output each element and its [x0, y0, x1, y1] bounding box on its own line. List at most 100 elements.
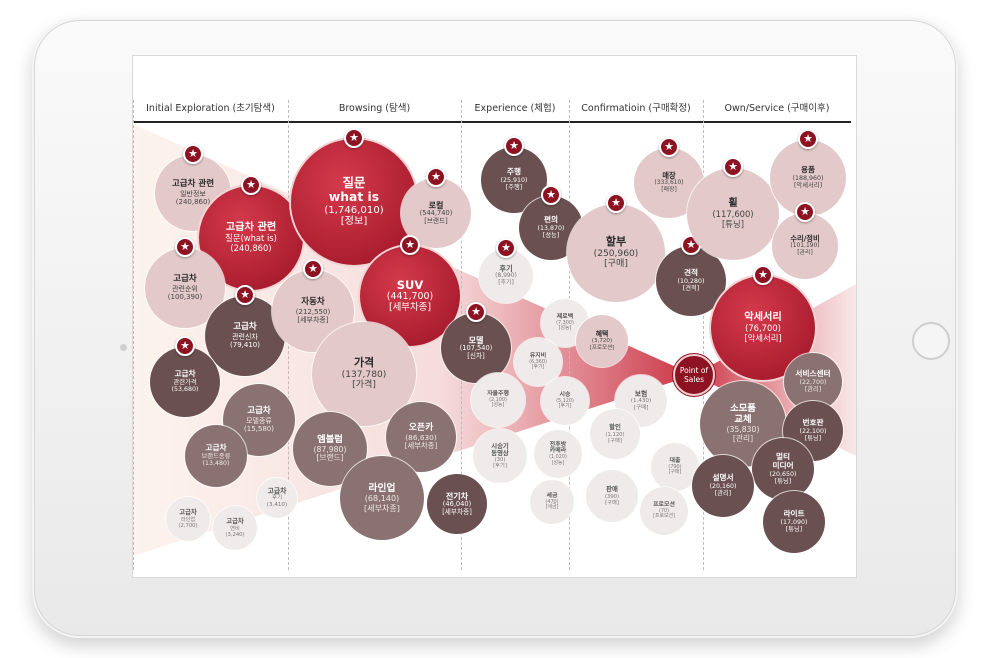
star-icon: ★ [798, 129, 818, 149]
bubble-detail: (76,700) [745, 323, 781, 334]
bubble-detail: [악세서리] [744, 332, 782, 343]
bubble-detail: (212,550) [295, 307, 331, 316]
keyword-bubble: 모델 (107,540) [신차] [441, 313, 511, 383]
bubble-detail: [구매] [608, 437, 622, 444]
keyword-bubble: 고급차 연비 (3,240) [213, 506, 257, 550]
bubble-keyword: 고급차 [267, 486, 287, 495]
bubble-detail: [세부차종] [404, 441, 438, 451]
bubble-detail: [브랜드] [424, 216, 448, 225]
bubble-detail: (86,630) [405, 432, 437, 442]
bubble-detail: (79,410) [230, 340, 260, 349]
bubble-keyword: 번호판 [802, 418, 824, 428]
bubble-detail: (25,910) [500, 177, 528, 185]
keyword-bubble: 고급차 관련 질문(what is) (240,860) [199, 186, 303, 290]
bubble-detail: (20,650) [769, 470, 797, 478]
bubble-keyword: 전기차 [445, 491, 469, 501]
stage-experience: Experience (체험) [474, 103, 556, 114]
bubble-detail: (1,430) [630, 398, 652, 405]
stage-divider [703, 100, 704, 570]
stage-initial-exploration: Initial Exploration (초기탐색) [146, 103, 275, 114]
bubble-detail: 관련신차 [232, 332, 258, 341]
point-of-sales-line: Point of [679, 366, 709, 375]
keyword-bubble: 판매 (390) [구매] [586, 470, 638, 522]
bubble-keyword: 시승 [559, 390, 571, 398]
bubble-detail: [구매] [668, 469, 682, 476]
bubble-keyword: 할인 [609, 423, 621, 432]
keyword-bubble: 견적 (10,280) [견적] [656, 246, 726, 316]
bubble-keyword: 자율주행 [487, 389, 509, 397]
bubble-keyword: 엠블럼 [317, 433, 343, 445]
home-button[interactable] [912, 322, 950, 360]
bubble-detail: (188,960) [792, 175, 824, 183]
bubble-detail: [성능] [491, 402, 505, 409]
bubble-detail: (22,700) [799, 379, 827, 387]
keyword-bubble: 할인 (1,120) [구매] [590, 409, 640, 459]
bubble-detail: [후기] [558, 403, 572, 410]
bubble-keyword: 휠 [728, 198, 738, 210]
bubble-detail: (250,960) [593, 248, 639, 259]
bubble-detail: (3,720) [591, 338, 613, 345]
bubble-detail: (1,746,010) [324, 204, 384, 216]
keyword-bubble: 멀티 미디어 (20,650) [튜닝] [752, 438, 814, 500]
stage-own-service: Own/Service (구매이후) [724, 103, 830, 114]
bubble-keyword: 보험 [634, 389, 648, 398]
bubble-detail: 브랜드종류 [201, 453, 231, 461]
star-icon: ★ [235, 285, 255, 305]
bubble-detail: [브랜드] [316, 453, 344, 463]
star-icon: ★ [723, 157, 743, 177]
screen: Initial Exploration (초기탐색) Browsing (탐색)… [133, 56, 856, 577]
bubble-detail: (2,100) [489, 396, 507, 403]
bubble-detail: (35,830) [726, 424, 760, 434]
bubble-detail: [구매] [633, 404, 649, 411]
bubble-detail: (22,100) [799, 428, 827, 436]
bubble-detail: (117,600) [712, 209, 754, 220]
bubble-detail: (240,860) [175, 197, 211, 206]
bubble-detail: (100,390) [167, 292, 203, 301]
point-of-sales: Point of Sales [673, 354, 715, 396]
star-icon: ★ [175, 237, 195, 257]
bubble-keyword: 고급차 [174, 369, 196, 379]
bubble-detail: (107,540) [459, 344, 493, 352]
bubble-detail: 미디어 [772, 460, 794, 470]
keyword-bubble: 후기 (8,990) [후기] [479, 249, 533, 303]
bubble-detail: (7,300) [556, 319, 574, 326]
bubble-keyword: 용품 [800, 165, 816, 175]
star-icon: ★ [241, 175, 261, 195]
keyword-bubble: 설명서 (20,160) [관리] [692, 455, 754, 517]
bubble-keyword: 고급차 [179, 508, 197, 517]
bubble-detail: (87,980) [313, 444, 347, 454]
bubble-keyword: 고급차 [226, 517, 244, 526]
keyword-bubble: 고급차 브랜드종류 (13,480) [185, 425, 247, 487]
bubble-detail: [구매] [605, 499, 619, 506]
bubble-keyword: 세금 [546, 491, 558, 499]
bubble-detail: (137,780) [341, 369, 387, 380]
star-icon: ★ [175, 336, 195, 356]
bubble-detail: [세부차종] [388, 301, 432, 313]
keyword-bubble: 질문 what is (1,746,010) [정보] [291, 139, 417, 265]
bubble-detail: [프로모션] [653, 513, 675, 520]
bubble-detail: 라인업 [180, 516, 196, 523]
bubble-detail: [구매] [604, 259, 628, 270]
bubble-detail: (8,990) [495, 272, 517, 280]
keyword-bubble: 용품 (188,960) [악세서리] [770, 140, 846, 216]
star-icon: ★ [466, 302, 486, 322]
bubble-detail: 카메라 [549, 447, 567, 455]
bubble-detail: [프로모션] [589, 344, 615, 351]
bubble-detail: (470) [545, 498, 559, 505]
bubble-keyword: 혜택 [595, 329, 609, 338]
keyword-bubble: 제로백 (7,300) [성능] [541, 299, 589, 347]
star-icon: ★ [504, 136, 524, 156]
bubble-detail: what is [328, 190, 380, 205]
star-icon: ★ [426, 167, 446, 187]
bubble-keyword: 악세서리 [744, 312, 782, 324]
bubble-detail: 일반정보 [180, 189, 206, 198]
bubble-keyword: 모델 [468, 335, 484, 345]
star-icon: ★ [753, 265, 773, 285]
keyword-bubble: 라이트 (17,090) [튜닝] [763, 491, 825, 553]
camera-dot [120, 344, 127, 351]
point-of-sales-line: Sales [684, 375, 704, 384]
bubble-detail: [세부차종] [297, 315, 329, 324]
stage-browsing: Browsing (탐색) [338, 103, 411, 114]
stage-confirmation: Confirmatioin (구매확정) [581, 103, 691, 114]
keyword-bubble: 시승 (5,120) [후기] [541, 377, 589, 425]
